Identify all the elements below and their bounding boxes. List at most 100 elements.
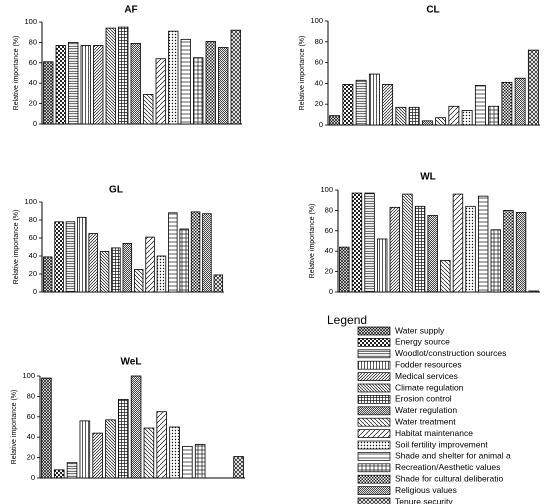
bar xyxy=(143,427,155,479)
legend-swatch xyxy=(357,429,391,438)
bar xyxy=(155,58,166,125)
y-tick-label: 20 xyxy=(27,453,35,462)
legend-item: Religious values xyxy=(395,485,457,495)
bar xyxy=(130,43,141,125)
legend-swatch xyxy=(357,349,391,359)
bar xyxy=(382,84,394,126)
bar xyxy=(118,399,129,479)
bar xyxy=(355,79,367,126)
legend-swatch xyxy=(357,440,391,450)
legend-swatch xyxy=(357,395,391,404)
y-tick-label: 100 xyxy=(310,16,323,25)
bar xyxy=(55,45,66,125)
bar xyxy=(168,30,179,125)
legend-item: Medical services xyxy=(395,371,458,381)
bar xyxy=(41,377,52,479)
bar xyxy=(77,216,87,293)
bar xyxy=(54,221,64,293)
bar xyxy=(80,45,91,125)
bar xyxy=(514,77,526,126)
y-axis-label: Relative importance (%) xyxy=(309,204,316,279)
bar xyxy=(528,290,539,293)
y-tick-label: 0 xyxy=(329,287,333,296)
bar xyxy=(474,85,486,126)
bar xyxy=(145,236,155,293)
bar xyxy=(448,105,460,126)
legend-item: Recreation/Aesthetic values xyxy=(395,462,500,472)
y-tick-label: 80 xyxy=(325,205,333,214)
bar xyxy=(156,255,167,293)
bar xyxy=(376,238,388,293)
y-tick-label: 80 xyxy=(315,37,323,46)
chart-title: AF xyxy=(124,5,137,16)
y-axis-label: Relative importance (%) xyxy=(13,210,20,285)
legend-swatch xyxy=(357,497,391,504)
bar xyxy=(156,411,167,479)
legend-item: Water treatment xyxy=(395,416,456,426)
y-tick-label: 0 xyxy=(33,287,37,296)
legend-swatch xyxy=(357,474,391,484)
y-tick-label: 60 xyxy=(315,58,323,67)
bar xyxy=(79,420,91,479)
y-tick-label: 80 xyxy=(27,391,35,400)
bar xyxy=(213,274,224,293)
y-tick-label: 40 xyxy=(315,78,323,87)
bar xyxy=(503,209,514,293)
y-tick-label: 100 xyxy=(22,371,35,380)
legend-swatch xyxy=(357,338,391,347)
bar xyxy=(68,42,79,125)
y-axis-label: Relative importance (%) xyxy=(11,390,18,465)
legend-item: Soil fertility improvement xyxy=(395,439,488,449)
bar xyxy=(490,229,502,293)
legend-item: Shade and shelter for animal a xyxy=(395,451,511,461)
bar xyxy=(169,426,180,479)
legend-swatch xyxy=(357,486,391,495)
bar xyxy=(99,251,110,293)
legend-item: Water regulation xyxy=(395,405,457,415)
bar xyxy=(122,242,133,293)
y-tick-label: 20 xyxy=(29,269,37,278)
y-tick-label: 0 xyxy=(319,120,323,129)
y-tick-label: 20 xyxy=(315,99,323,108)
bar xyxy=(477,195,489,293)
bar xyxy=(364,192,375,293)
y-tick-label: 80 xyxy=(29,37,37,46)
bar xyxy=(194,443,206,479)
y-tick-label: 100 xyxy=(24,197,37,206)
chart-title: GL xyxy=(109,185,123,196)
legend-item: Erosion control xyxy=(395,394,452,404)
bar xyxy=(105,27,116,125)
legend-swatch xyxy=(357,383,391,393)
bar xyxy=(389,206,401,293)
bar xyxy=(202,213,212,293)
y-tick-label: 60 xyxy=(29,233,37,242)
bar xyxy=(465,205,476,293)
bar xyxy=(329,115,341,126)
legend-swatch xyxy=(357,452,391,461)
bar xyxy=(66,462,78,479)
bar xyxy=(218,47,229,125)
bar xyxy=(53,469,65,479)
legend-item: Woodlot/construction sources xyxy=(395,348,506,358)
bar xyxy=(435,117,447,126)
bar xyxy=(130,375,142,479)
bar xyxy=(118,26,129,125)
bar xyxy=(180,38,191,125)
bar xyxy=(92,432,103,479)
bar xyxy=(105,419,116,479)
y-tick-label: 40 xyxy=(29,251,37,260)
bar xyxy=(440,259,451,293)
bar xyxy=(501,81,513,126)
bar xyxy=(143,94,154,125)
y-tick-label: 80 xyxy=(29,215,37,224)
legend-swatch xyxy=(357,326,391,336)
bar xyxy=(65,221,76,293)
y-axis-label: Relative importance (%) xyxy=(299,36,306,111)
bar xyxy=(351,192,363,293)
legend-swatch xyxy=(357,360,391,370)
legend-title: Legend xyxy=(327,313,367,327)
bar xyxy=(193,57,204,125)
legend-item: Shade for cultural deliberatio xyxy=(395,473,503,483)
legend-swatch xyxy=(357,406,391,416)
